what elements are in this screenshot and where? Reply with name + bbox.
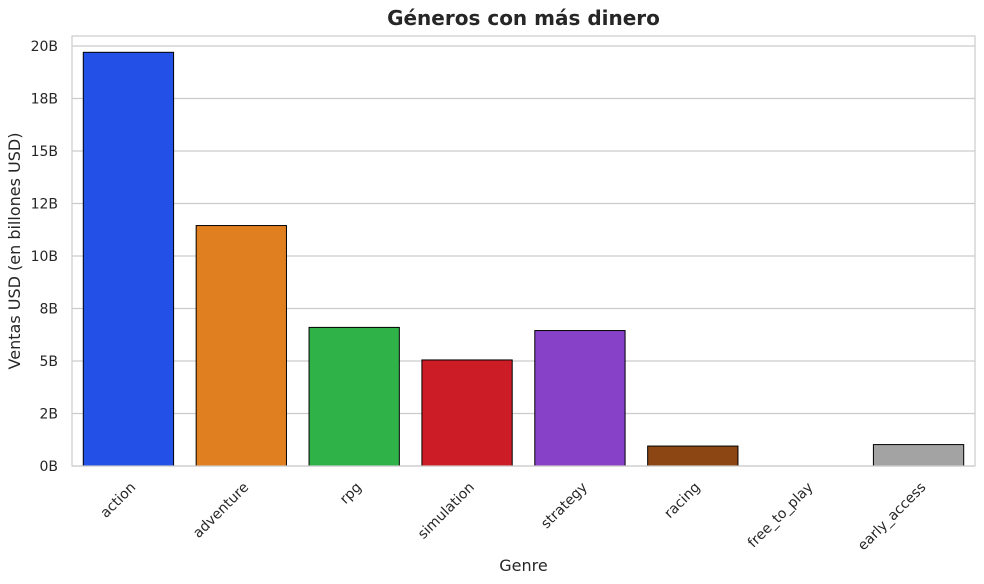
y-tick-label: 2B <box>39 407 58 423</box>
x-tick-label: adventure <box>190 480 252 542</box>
bar-simulation <box>421 359 513 467</box>
bar-early_access <box>872 444 965 467</box>
y-tick-label: 15B <box>31 144 58 160</box>
y-tick-labels: 0B 2B 5B 8B 10B 12B 15B 18B 20B <box>31 39 58 475</box>
bar-adventure <box>195 225 287 467</box>
bar-racing <box>647 445 739 467</box>
y-axis-label: Ventas USD (en billones USD) <box>5 133 24 370</box>
y-tick-label: 12B <box>31 197 58 213</box>
x-tick-label: strategy <box>538 480 591 533</box>
bar-strategy <box>534 330 626 467</box>
y-tick-label: 8B <box>39 302 58 318</box>
y-tick-label: 0B <box>39 459 58 475</box>
y-tick-label: 18B <box>31 92 58 108</box>
y-tick-label: 20B <box>31 39 58 55</box>
bar-rpg <box>308 326 400 467</box>
x-tick-labels: action adventure rpg simulation strategy raci… <box>97 480 929 554</box>
y-tick-label: 5B <box>39 354 58 370</box>
bars <box>82 51 965 467</box>
y-tick-label: 10B <box>31 249 58 265</box>
x-tick-label: action <box>97 480 139 522</box>
x-tick-label: rpg <box>337 480 365 508</box>
chart-title: Géneros con más dinero <box>387 6 660 30</box>
x-axis-label: Genre <box>499 556 547 575</box>
plot-frame <box>71 35 976 467</box>
x-tick-label: early_access <box>855 480 929 554</box>
x-tick-label: free_to_play <box>745 480 817 552</box>
x-tick-label: racing <box>661 480 703 522</box>
x-tick-label: simulation <box>415 480 478 543</box>
bar-action <box>82 51 175 467</box>
